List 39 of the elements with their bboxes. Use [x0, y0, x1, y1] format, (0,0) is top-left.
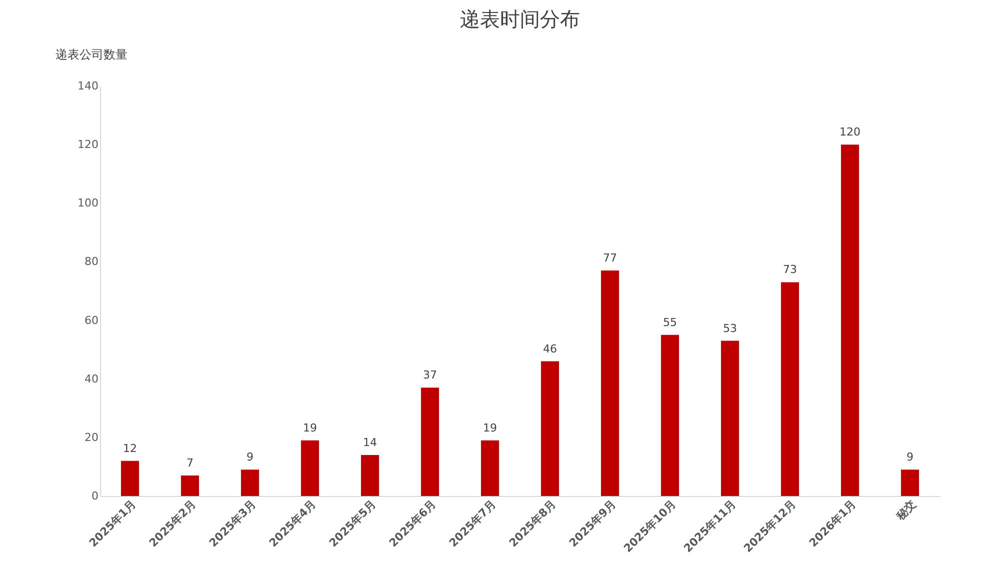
bar	[121, 460, 139, 496]
data-label: 55	[663, 316, 677, 329]
y-tick-label: 40	[84, 372, 98, 386]
chart-title: 递表时间分布	[460, 7, 580, 31]
data-label: 12	[123, 442, 137, 455]
data-label: 53	[723, 322, 737, 335]
data-label: 19	[303, 421, 317, 434]
y-tick-label: 80	[84, 255, 98, 268]
y-tick-label: 100	[78, 196, 98, 210]
bar	[901, 470, 919, 496]
data-label: 14	[363, 436, 377, 449]
y-tick-label: 20	[84, 430, 98, 444]
bar	[301, 440, 319, 496]
data-label: 19	[483, 421, 497, 434]
bar	[181, 476, 199, 496]
bar	[241, 470, 259, 496]
data-label: 120	[840, 126, 860, 139]
y-tick-label: 60	[84, 314, 98, 327]
bar	[781, 282, 799, 496]
bar	[361, 455, 379, 496]
data-label: 73	[783, 263, 797, 276]
bar	[841, 144, 859, 496]
data-label: 46	[543, 342, 557, 356]
data-label: 77	[603, 252, 617, 264]
bar	[421, 388, 439, 496]
data-label: 9	[246, 450, 254, 464]
y-tick-label: 140	[78, 80, 98, 92]
data-label: 37	[423, 368, 437, 382]
y-axis-title: 递表公司数量	[56, 48, 128, 62]
bar	[661, 334, 679, 496]
bar	[481, 440, 499, 496]
bar	[541, 361, 559, 496]
bar	[601, 270, 619, 496]
x-tick-label: 秘交	[893, 498, 918, 524]
data-label: 7	[186, 456, 194, 470]
data-label: 9	[906, 450, 914, 464]
y-tick-label: 120	[78, 138, 98, 152]
y-tick-label: 0	[92, 490, 98, 502]
bar	[721, 340, 739, 496]
